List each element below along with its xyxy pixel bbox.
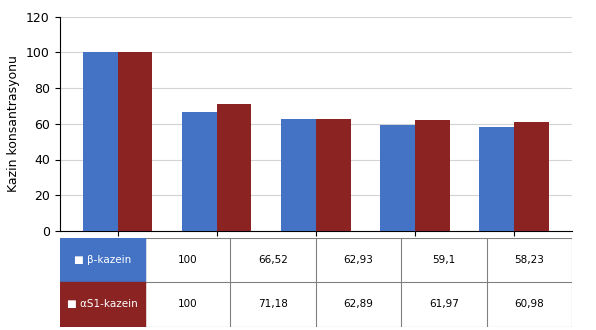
Text: ■ αS1-kazein: ■ αS1-kazein (67, 299, 138, 310)
Text: 100: 100 (178, 299, 197, 310)
Bar (514, 122, 549, 231)
Bar (479, 127, 514, 231)
Bar (316, 118, 350, 231)
Text: 66,52: 66,52 (258, 255, 288, 265)
Bar (415, 120, 450, 231)
Bar (380, 125, 415, 231)
Bar (60, 238, 145, 282)
Y-axis label: Kazin konsantrasyonu: Kazin konsantrasyonu (7, 55, 20, 192)
Text: 59,1: 59,1 (432, 255, 456, 265)
Bar (217, 104, 252, 231)
Text: ■ β-kazein: ■ β-kazein (74, 255, 131, 265)
Bar (83, 52, 117, 231)
Bar (60, 282, 145, 327)
Text: 61,97: 61,97 (429, 299, 459, 310)
Text: 62,93: 62,93 (344, 255, 374, 265)
Text: 62,89: 62,89 (344, 299, 374, 310)
Text: 58,23: 58,23 (514, 255, 544, 265)
Bar (182, 112, 217, 231)
Bar (281, 118, 316, 231)
Bar (117, 52, 153, 231)
Text: 100: 100 (178, 255, 197, 265)
Text: 60,98: 60,98 (514, 299, 544, 310)
Text: 71,18: 71,18 (258, 299, 288, 310)
